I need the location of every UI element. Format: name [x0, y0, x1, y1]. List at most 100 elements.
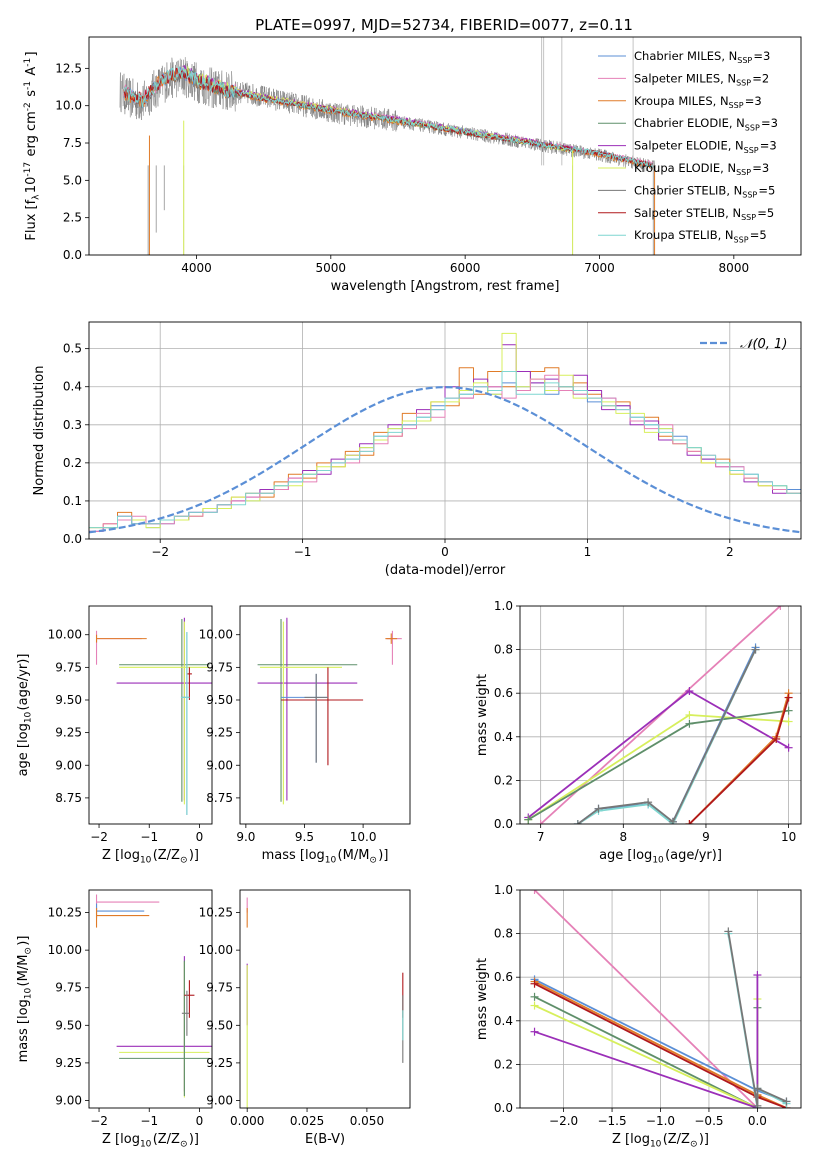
y-tick-label: 0.8 — [494, 643, 513, 657]
y-tick-label: 9.25 — [55, 1056, 82, 1070]
legend-entry: Salpeter MILES, NSSP =2 — [634, 71, 769, 87]
x-tick-label: 7000 — [584, 261, 615, 275]
weight-series-chabrier_stelib — [573, 645, 760, 824]
errorbar-chabrier_stelib — [181, 990, 190, 1036]
y-axis-label: Flux [fλ 10-17 erg cm-2 s-1 A-1 ] — [23, 51, 42, 240]
x-tick-label: 10 — [781, 830, 796, 844]
legend-entry: Kroupa MILES, NSSP =3 — [634, 94, 762, 110]
figure-title: PLATE=0997, MJD=52734, FIBERID=0077, z=0… — [255, 16, 633, 34]
weight-line — [534, 975, 759, 1108]
y-tick-label: 0.4 — [494, 730, 513, 744]
y-tick-label: 0.4 — [63, 380, 82, 394]
y-tick-label: 9.25 — [206, 726, 233, 740]
x-tick-label: 0.050 — [350, 1114, 384, 1128]
y-tick-label: 0.0 — [63, 532, 82, 546]
plot-area — [240, 606, 410, 824]
x-tick-label: 0.000 — [230, 1114, 264, 1128]
plot-area — [89, 890, 212, 1108]
plot-area — [89, 606, 212, 824]
weight-series-chabrier_elodie — [524, 706, 793, 824]
y-tick-label: 0.1 — [63, 494, 82, 508]
errorbar-salpeter_stelib — [184, 980, 195, 1018]
y-tick-label: 8.75 — [55, 791, 82, 805]
x-axis-label: mass [log10 (M/M⊙ )] — [262, 848, 389, 866]
plot-marks — [520, 890, 801, 1108]
errorbar-kroupa_miles — [95, 908, 150, 928]
plot-marks — [246, 897, 404, 1108]
plot-area — [89, 37, 801, 255]
axes-mass_vs_Z: −2 −1 0 9.00 9.25 9.50 9.75 10.00 10.25 Z [log10 … — [16, 889, 213, 1150]
axes-mass_vs_EBV: 0.000 0.025 0.050 9.00 9.25 9.50 9.75 10.00 10.2… — [199, 889, 411, 1147]
y-tick-label: 0.8 — [494, 927, 513, 941]
errorbar-kroupa_miles — [95, 634, 147, 643]
errorbar-salpeter_stelib — [281, 667, 364, 766]
x-tick-label: 0 — [441, 545, 449, 559]
x-tick-label: 10.0 — [350, 830, 377, 844]
x-tick-label: 5000 — [316, 261, 347, 275]
legend-entry: 𝒩(0, 1) — [740, 337, 787, 352]
y-tick-label: 7.5 — [63, 136, 82, 150]
errorbar-chabrier_elodie — [119, 619, 210, 802]
y-tick-label: 9.00 — [206, 1093, 233, 1107]
y-tick-label: 0.0 — [494, 1101, 513, 1115]
plot-marks — [520, 606, 801, 824]
errorbar-salpeter_elodie — [257, 617, 358, 801]
y-tick-label: 10.25 — [48, 906, 82, 920]
x-tick-label: 9.5 — [295, 830, 314, 844]
y-tick-label: 10.00 — [48, 943, 82, 957]
plot-marks — [257, 617, 402, 805]
x-tick-label: 0 — [196, 830, 204, 844]
x-tick-label: −2 — [90, 830, 108, 844]
plot-marks — [89, 322, 801, 539]
y-tick-label: 10.0 — [55, 99, 82, 113]
y-tick-label: 0.4 — [494, 1014, 513, 1028]
errorbar-chabrier_elodie — [119, 960, 210, 1096]
y-axis-label: mass weight — [475, 958, 490, 1040]
model-kroupa_stelib — [123, 66, 654, 168]
axes-frame — [239, 605, 411, 825]
legend-entry: Chabrier ELODIE, NSSP =3 — [634, 116, 778, 132]
y-tick-label: 9.75 — [206, 981, 233, 995]
y-tick-label: 10.00 — [48, 628, 82, 642]
y-tick-label: 5.0 — [63, 173, 82, 187]
errorbar-chabrier_stelib — [304, 673, 328, 763]
y-tick-label: 9.50 — [206, 1018, 233, 1032]
histogram-kroupa_stelib — [89, 371, 801, 529]
y-tick-label: 12.5 — [55, 61, 82, 75]
x-tick-label: 0.0 — [748, 1114, 767, 1128]
axes-frame — [88, 36, 802, 256]
weight-line — [727, 931, 787, 1107]
x-tick-label: 4000 — [181, 261, 212, 275]
x-tick-label: −2 — [90, 1114, 108, 1128]
y-axis-label: mass weight — [475, 674, 490, 756]
plot-marks — [95, 617, 212, 815]
x-tick-label: −1 — [140, 830, 158, 844]
y-tick-label: 0.6 — [494, 970, 513, 984]
x-tick-label: 6000 — [450, 261, 481, 275]
legend-entry: Chabrier STELIB, NSSP =5 — [634, 183, 775, 199]
axes-age_vs_mass: 9.0 9.5 10.0 8.75 9.00 9.25 9.50 9.75 10.00 mass … — [199, 605, 411, 866]
y-tick-label: 9.50 — [206, 693, 233, 707]
axes-age_vs_Z: −2 −1 0 8.75 9.00 9.25 9.50 9.75 10.00 Z [log10 (… — [16, 605, 213, 866]
axes-frame — [88, 605, 213, 825]
x-tick-label: 9.0 — [236, 830, 255, 844]
legend-entry: Chabrier MILES, NSSP =3 — [634, 49, 770, 65]
y-tick-label: 10.00 — [199, 943, 233, 957]
y-tick-label: 0.2 — [494, 773, 513, 787]
x-tick-label: 7 — [537, 830, 545, 844]
errorbar-kroupa_stelib — [180, 632, 190, 815]
errorbar-kroupa_elodie — [119, 621, 210, 805]
x-tick-label: 0.025 — [290, 1114, 324, 1128]
x-axis-label: Z [log10 (Z/Z⊙ )] — [612, 1132, 709, 1150]
x-axis-label: Z [log10 (Z/Z⊙ )] — [102, 1132, 199, 1150]
residual-legend: 𝒩(0, 1) — [700, 337, 787, 352]
y-tick-label: 9.25 — [55, 726, 82, 740]
y-tick-label: 0.0 — [63, 248, 82, 262]
y-tick-label: 9.25 — [206, 1056, 233, 1070]
y-tick-label: 0.5 — [63, 342, 82, 356]
plot-area — [240, 890, 410, 1108]
axes-frame — [519, 605, 802, 825]
y-tick-label: 9.50 — [55, 693, 82, 707]
y-tick-label: 9.00 — [55, 1093, 82, 1107]
